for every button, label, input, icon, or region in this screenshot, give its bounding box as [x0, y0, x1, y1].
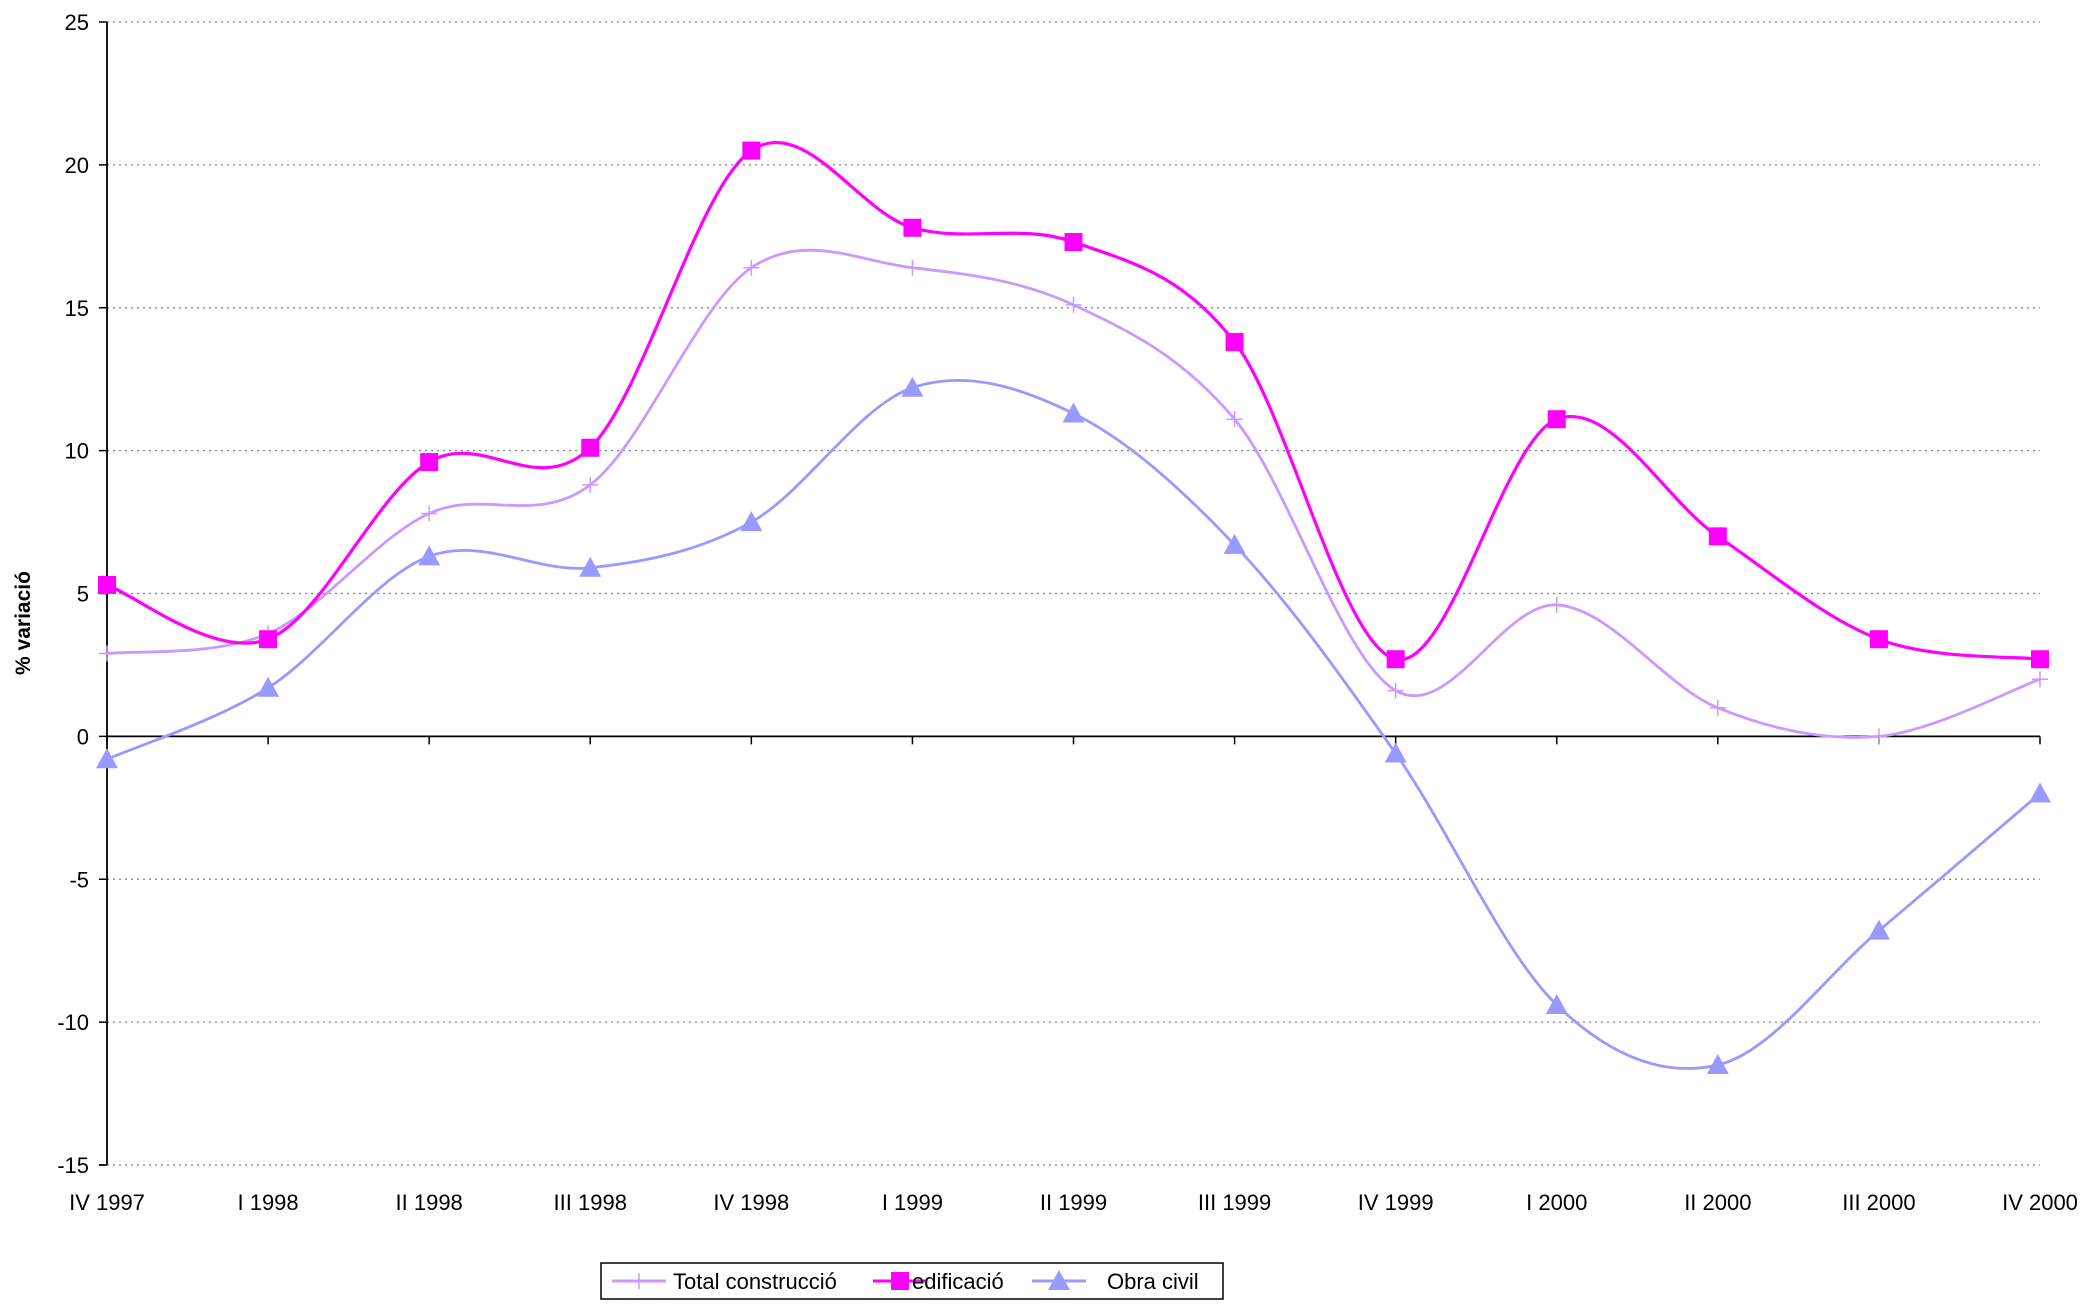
data-point: [742, 141, 761, 160]
data-point: [1386, 650, 1405, 669]
data-point: [2032, 671, 2048, 688]
data-point: [581, 438, 600, 457]
data-point: [903, 218, 922, 237]
data-point: [1225, 333, 1244, 352]
legend-label: edificació: [912, 1269, 1004, 1294]
x-tick-label: I 1999: [882, 1190, 943, 1215]
data-point: [418, 545, 441, 566]
data-point: [257, 676, 280, 697]
data-point: [1547, 410, 1566, 429]
y-tick-label: 5: [77, 582, 89, 607]
legend-label: Obra civil: [1107, 1269, 1199, 1294]
data-point: [1064, 233, 1083, 252]
data-point: [1548, 596, 1565, 613]
x-tick-label: III 1998: [554, 1190, 627, 1215]
series-line-0: [106, 248, 2041, 739]
y-axis-label: % variació: [12, 571, 35, 675]
legend-marker: [1048, 1270, 1070, 1290]
y-tick-label: 0: [77, 724, 89, 749]
y-tick-label: 15: [65, 296, 89, 321]
data-point: [1065, 296, 1082, 313]
data-point: [1545, 993, 1568, 1014]
x-tick-label: IV 1997: [69, 1190, 145, 1215]
y-tick-label: -15: [57, 1153, 89, 1178]
tick-labels: -15 -10 -5 0 5 10 15 20 25 IV 1997 I 1998 II 1998 II…: [57, 10, 2078, 1215]
data-point: [96, 748, 118, 769]
data-point: [743, 259, 760, 276]
legend-label: Total construcció: [673, 1269, 837, 1294]
data-point: [1706, 1053, 1729, 1074]
data-point: [1708, 527, 1727, 546]
data-point: [2029, 782, 2051, 803]
legend-marker: [631, 1273, 647, 1289]
x-tick-label: I 2000: [1526, 1190, 1587, 1215]
data-point: [904, 259, 921, 276]
legend-marker: [891, 1272, 909, 1290]
y-tick-label: 25: [65, 10, 89, 35]
data-point: [99, 645, 115, 662]
data-point: [1870, 728, 1887, 745]
data-point: [420, 453, 439, 472]
data-point: [740, 511, 763, 532]
data-point: [421, 505, 438, 522]
x-tick-label: IV 1998: [713, 1190, 789, 1215]
x-tick-label: II 2000: [1684, 1190, 1751, 1215]
x-tick-label: IV 1999: [1358, 1190, 1434, 1215]
data-point: [1062, 402, 1085, 423]
x-tick-label: III 1999: [1198, 1190, 1271, 1215]
series-line-2: [106, 378, 2041, 1070]
data-point: [1226, 411, 1243, 428]
data-point: [1223, 533, 1246, 554]
data-point: [1867, 919, 1890, 940]
data-point: [98, 575, 116, 594]
data-point: [1387, 682, 1404, 699]
data-point: [1869, 630, 1888, 649]
gridlines: [107, 21, 2040, 1166]
x-tick-label: III 2000: [1842, 1190, 1915, 1215]
data-point: [259, 630, 278, 649]
data-point: [1384, 742, 1407, 763]
series-lines: [106, 141, 2041, 1070]
x-tick-label: IV 2000: [2002, 1190, 2078, 1215]
data-point: [901, 376, 924, 397]
legend: Total construcció edificació Obra civil: [600, 1262, 1224, 1300]
data-point: [2031, 650, 2049, 669]
y-tick-label: 10: [65, 439, 89, 464]
y-tick-label: -10: [57, 1010, 89, 1035]
x-tick-label: II 1999: [1040, 1190, 1107, 1215]
y-tick-label: -5: [69, 867, 89, 892]
series-markers: [96, 141, 2051, 1074]
data-point: [579, 556, 602, 577]
series-line-1: [106, 141, 2041, 661]
x-tick-label: I 1998: [237, 1190, 298, 1215]
x-tick-label: II 1998: [396, 1190, 463, 1215]
y-tick-label: 20: [65, 153, 89, 178]
data-point: [582, 476, 599, 493]
data-point: [1709, 699, 1726, 716]
